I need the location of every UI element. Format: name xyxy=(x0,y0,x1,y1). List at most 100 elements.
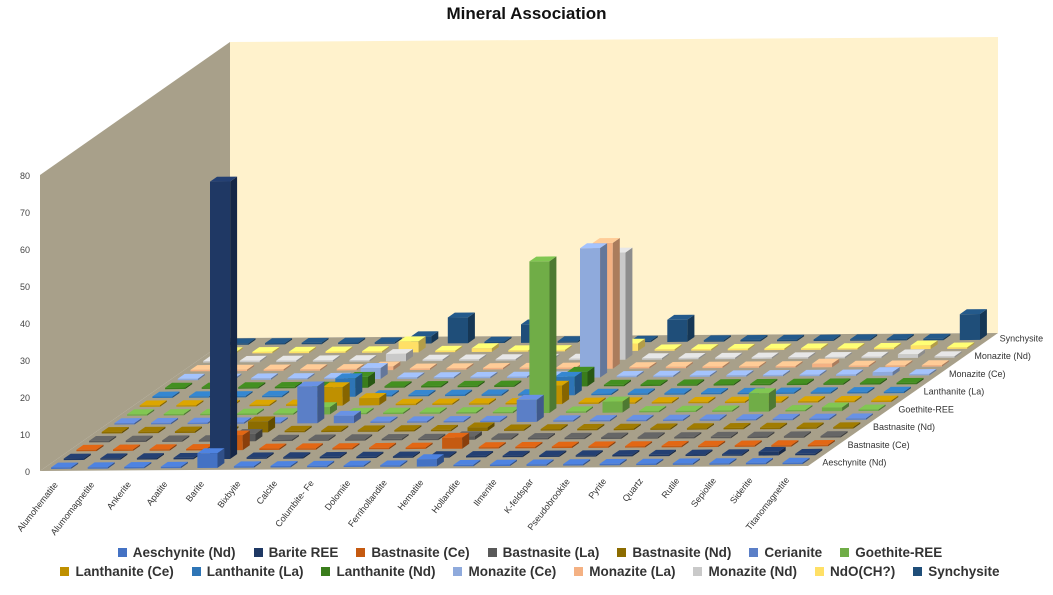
legend-label: NdO(CH?) xyxy=(829,564,896,579)
bar xyxy=(125,435,153,443)
bar xyxy=(800,343,828,350)
legend-swatch xyxy=(487,548,497,557)
bar xyxy=(736,414,764,421)
bar xyxy=(654,344,682,351)
bar xyxy=(380,460,408,467)
bar xyxy=(726,370,754,377)
bar xyxy=(478,442,506,449)
legend-swatch xyxy=(749,548,759,557)
bar xyxy=(664,388,692,395)
bar xyxy=(325,346,353,353)
bar xyxy=(813,334,841,341)
bar xyxy=(564,432,592,440)
legend-swatch xyxy=(617,548,627,557)
bar xyxy=(495,354,523,361)
bar xyxy=(246,452,274,459)
legend-label: Lanthanite (Ce) xyxy=(75,564,174,579)
bar xyxy=(599,458,627,466)
x-tick-label: Pyrite xyxy=(586,476,608,500)
x-tick-label: Columbite- Fe xyxy=(273,478,316,529)
bar xyxy=(661,440,689,448)
bar xyxy=(421,381,449,388)
y-tick-label: 60 xyxy=(20,245,30,255)
bar xyxy=(758,446,786,456)
bar xyxy=(750,378,778,386)
bar xyxy=(457,380,485,388)
bar xyxy=(263,364,291,371)
bar xyxy=(625,441,653,448)
legend-item: Goethite-REE xyxy=(840,545,942,560)
bar xyxy=(271,434,299,442)
bar xyxy=(698,440,726,448)
legend-item: Lanthanite (Nd) xyxy=(321,564,435,579)
bar xyxy=(663,414,691,421)
bar xyxy=(850,334,878,341)
depth-tick-label: Bastnasite (Nd) xyxy=(873,422,935,432)
bar xyxy=(249,399,277,407)
bar xyxy=(764,343,792,351)
depth-tick-label: Goethite-REE xyxy=(898,404,954,414)
bar xyxy=(248,416,276,433)
bar xyxy=(332,443,360,450)
bar xyxy=(947,342,975,349)
bar xyxy=(775,361,803,368)
bar xyxy=(416,454,444,467)
chart-bars xyxy=(51,176,987,469)
bar xyxy=(492,406,520,414)
bar xyxy=(127,409,155,416)
y-tick-label: 50 xyxy=(20,282,30,292)
legend-item: Lanthanite (La) xyxy=(191,564,303,579)
bar xyxy=(468,398,496,405)
bar xyxy=(527,433,555,440)
bar xyxy=(151,417,179,425)
legend-item: Barite REE xyxy=(253,545,338,560)
bar xyxy=(612,450,640,457)
bar xyxy=(459,354,487,361)
bar xyxy=(442,432,470,449)
bar xyxy=(691,344,719,351)
bar xyxy=(613,423,641,431)
y-tick-label: 0 xyxy=(25,467,30,477)
bar xyxy=(233,461,261,468)
bar xyxy=(799,369,827,377)
bar xyxy=(252,347,280,354)
bar xyxy=(100,453,128,460)
legend-swatch xyxy=(814,567,824,576)
bar xyxy=(751,352,779,359)
bar xyxy=(443,416,471,423)
bar xyxy=(651,397,679,404)
chart-legend: Aeschynite (Nd) Barite REE Bastnasite (Ce)… xyxy=(60,545,1000,579)
bar xyxy=(833,422,861,429)
bar xyxy=(575,450,603,457)
bar xyxy=(909,369,937,376)
depth-tick-label: Monazite (Ce) xyxy=(949,369,1006,379)
bar xyxy=(356,451,384,459)
legend-label: Lanthanite (Nd) xyxy=(336,564,436,579)
bar xyxy=(405,442,433,450)
bar xyxy=(381,434,409,441)
bar xyxy=(821,402,849,412)
bar xyxy=(601,432,629,439)
bar xyxy=(580,243,608,378)
bar xyxy=(374,337,402,344)
bar xyxy=(727,343,755,351)
bar xyxy=(89,435,117,443)
bar xyxy=(665,361,693,369)
bar xyxy=(807,440,835,447)
bar xyxy=(409,363,437,370)
bar xyxy=(114,418,142,425)
bar xyxy=(675,405,703,413)
legend-label: Goethite-REE xyxy=(855,545,943,560)
bar xyxy=(430,424,458,432)
bar xyxy=(712,405,740,412)
bar xyxy=(810,387,838,394)
legend-item: Monazite (Nd) xyxy=(693,564,797,579)
bar xyxy=(667,314,695,342)
bar xyxy=(345,434,373,441)
bar xyxy=(897,349,925,358)
bar xyxy=(174,426,202,433)
bar xyxy=(886,334,914,341)
bar xyxy=(516,394,544,422)
bar xyxy=(163,409,191,416)
